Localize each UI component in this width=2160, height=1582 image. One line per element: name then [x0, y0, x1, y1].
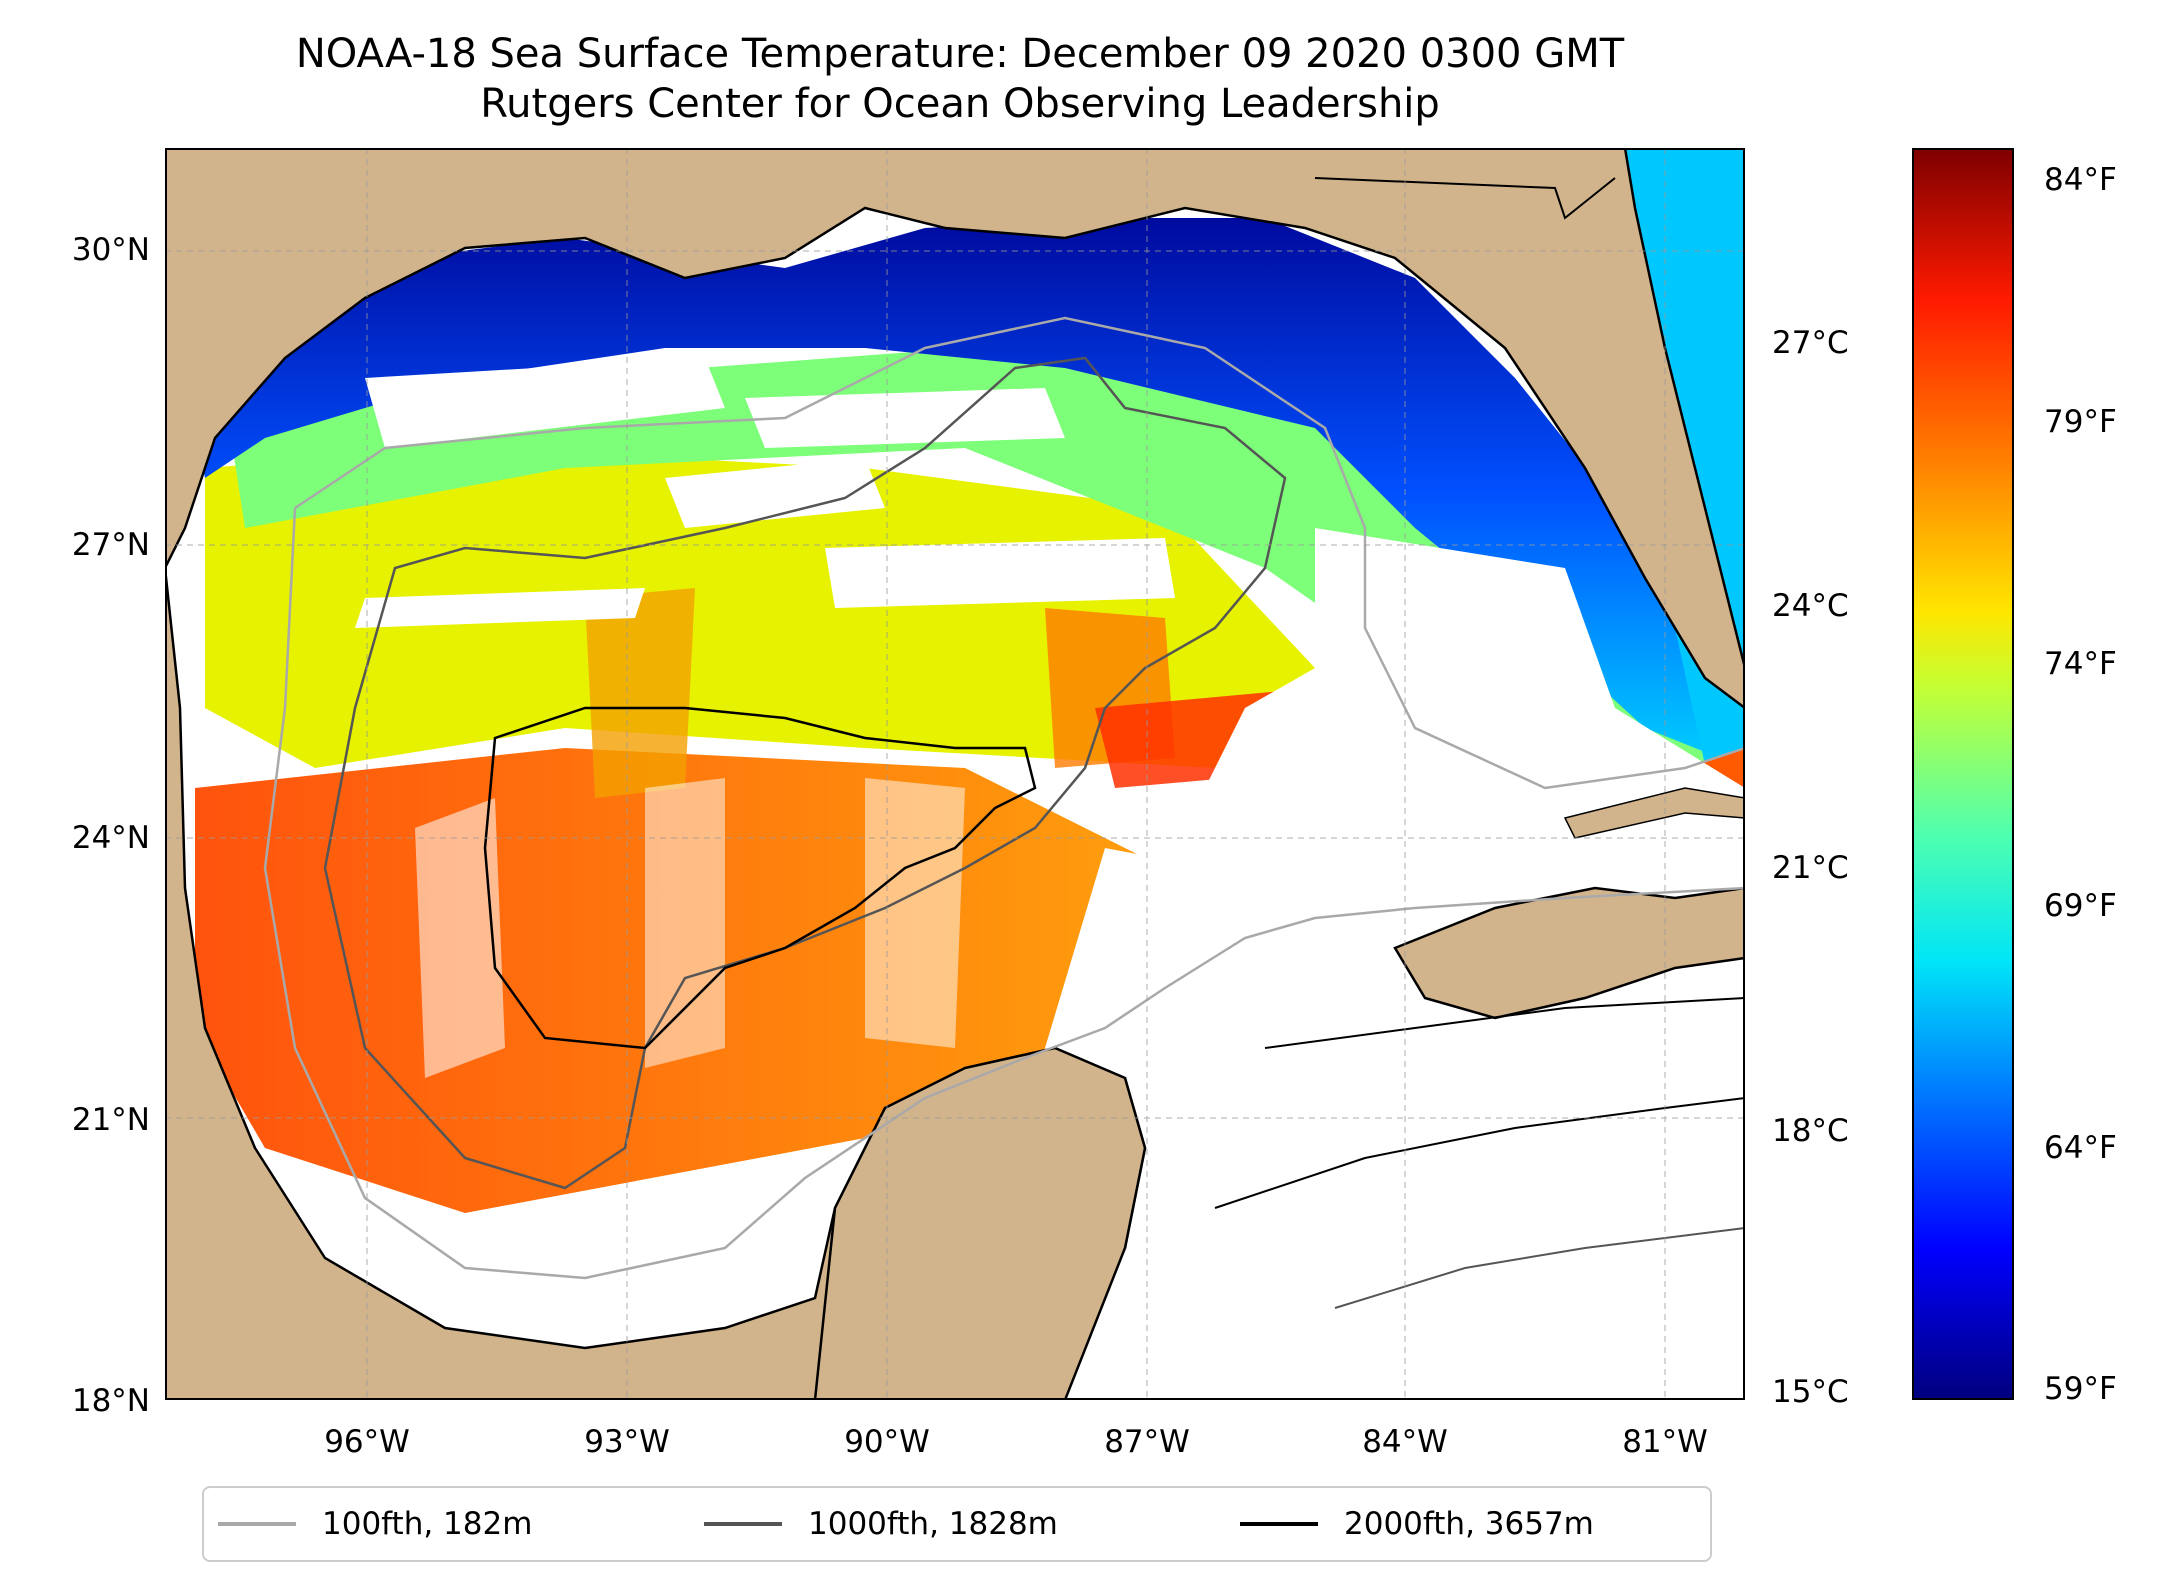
celsius-label-27: 27°C: [1772, 325, 1849, 361]
lon-label-84w: 84°W: [1362, 1424, 1448, 1460]
fahrenheit-label-59: 59°F: [2044, 1371, 2117, 1407]
legend-item-1000fth: 1000fth, 1828m: [704, 1488, 1058, 1560]
lon-label-93w: 93°W: [584, 1424, 670, 1460]
sst-coastal-cold: [185, 218, 1745, 768]
celsius-label-15: 15°C: [1772, 1374, 1849, 1410]
contour-100fth: [263, 507, 1745, 1280]
legend-line-1000fth: [704, 1522, 782, 1526]
land-cuba: [1393, 886, 1745, 1020]
legend-item-100fth: 100fth, 182m: [218, 1488, 532, 1560]
legend-label-1000fth: 1000fth, 1828m: [808, 1506, 1058, 1542]
sst-orange-patch: [585, 588, 695, 798]
legend-label-100fth: 100fth, 182m: [322, 1506, 533, 1542]
lon-label-90w: 90°W: [844, 1424, 930, 1460]
colorbar: [1912, 148, 2014, 1400]
cloud-gap: [355, 588, 645, 628]
lon-label-81w: 81°W: [1622, 1424, 1708, 1460]
fahrenheit-label-79: 79°F: [2044, 404, 2117, 440]
fahrenheit-label-64: 64°F: [2044, 1130, 2117, 1166]
legend-item-2000fth: 2000fth, 3657m: [1240, 1488, 1594, 1560]
sst-mid-yellow: [205, 448, 1315, 768]
map-subtitle: Rutgers Center for Ocean Observing Leade…: [480, 81, 1440, 127]
cloud-gap: [865, 778, 965, 1048]
fahrenheit-label-69: 69°F: [2044, 888, 2117, 924]
contour-2000fth-caribbean: [1264, 997, 1745, 1049]
land-north-us: [165, 148, 1745, 710]
lat-label-18n: 18°N: [71, 1383, 150, 1419]
lon-label-96w: 96°W: [324, 1424, 410, 1460]
contour-2000fth-caribbean-2: [1214, 1097, 1745, 1209]
state-border: [1314, 177, 1616, 220]
land-yucatan: [813, 1046, 1147, 1400]
map-frame: [165, 148, 1745, 1400]
map-title: NOAA-18 Sea Surface Temperature: Decembe…: [295, 31, 1625, 77]
celsius-label-21: 21°C: [1772, 850, 1849, 886]
cloud-gap: [825, 538, 1175, 608]
legend-line-2000fth: [1240, 1522, 1318, 1526]
cloud-gap: [665, 458, 885, 528]
lat-label-21n: 21°N: [71, 1102, 150, 1138]
cloud-gap: [365, 358, 725, 448]
cloud-gap: [745, 388, 1065, 448]
lat-label-30n: 30°N: [71, 232, 150, 268]
sst-map: [165, 148, 1745, 1400]
celsius-label-18: 18°C: [1772, 1113, 1849, 1149]
legend-label-2000fth: 2000fth, 3657m: [1344, 1506, 1594, 1542]
contour-1000fth: [323, 356, 1287, 1190]
fahrenheit-label-84: 84°F: [2044, 162, 2117, 198]
lat-label-24n: 24°N: [71, 820, 150, 856]
legend-line-100fth: [218, 1522, 296, 1526]
lon-label-87w: 87°W: [1104, 1424, 1190, 1460]
contour-2000fth: [483, 706, 1037, 1050]
contour-legend: 100fth, 182m 1000fth, 1828m 2000fth, 365…: [202, 1486, 1712, 1562]
lat-label-27n: 27°N: [71, 527, 150, 563]
fahrenheit-label-74: 74°F: [2044, 646, 2117, 682]
cloud-gap: [645, 778, 725, 1068]
cloud-gap: [415, 798, 505, 1078]
celsius-label-24: 24°C: [1772, 588, 1849, 624]
contour-100fth-north: [294, 316, 1745, 790]
